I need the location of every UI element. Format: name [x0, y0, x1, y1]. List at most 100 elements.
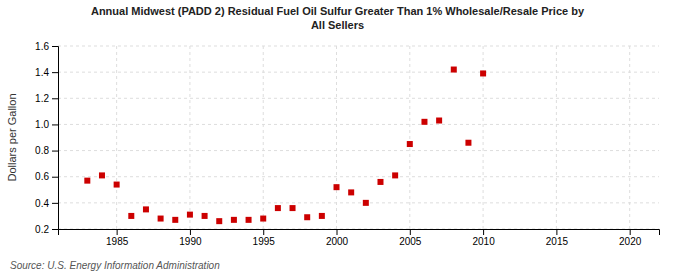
x-grid-line: [263, 46, 264, 229]
point: [421, 119, 427, 125]
x-axis-tick-label: 2005: [399, 236, 422, 247]
plot-area: 198519901995200020052010201520200.20.40.…: [35, 41, 659, 247]
point: [465, 140, 471, 146]
point: [392, 172, 398, 178]
point: [407, 141, 413, 147]
x-axis-tick-mark: [190, 229, 191, 235]
y-axis-tick-label: 0.4: [35, 198, 49, 209]
x-axis-tick-mark: [263, 229, 264, 235]
y-axis-tick-mark: [52, 72, 58, 73]
x-axis-tick-mark: [337, 229, 338, 235]
y-axis: 0.2 0.4 0.6 0.8 1.0 1.2 1.4 1.6: [35, 41, 58, 235]
y-axis-tick-mark: [52, 203, 58, 204]
y-axis-tick-label: 1.2: [35, 93, 49, 104]
x-grid-line: [629, 46, 630, 229]
x-grid-line: [409, 46, 410, 229]
y-grid-line: [58, 124, 659, 125]
point: [377, 179, 383, 185]
point: [451, 67, 457, 73]
x-axis-tick: 2020: [619, 229, 642, 247]
point: [260, 216, 266, 222]
point: [128, 213, 134, 219]
grid: [58, 46, 659, 229]
y-axis-tick-label: 0.8: [35, 145, 49, 156]
x-axis-tick-label: 2010: [472, 236, 495, 247]
chart: 198519901995200020052010201520200.20.40.…: [0, 0, 675, 275]
point: [290, 205, 296, 211]
x-axis-tick-label: 1985: [106, 236, 129, 247]
y-axis-tick: 0.2: [35, 224, 58, 235]
y-axis-tick: 1.0: [35, 119, 58, 130]
point: [143, 206, 149, 212]
x-axis-tick-mark: [117, 229, 118, 235]
y-axis-tick: 0.8: [35, 145, 58, 156]
y-axis-tick-mark: [52, 46, 58, 47]
y-axis-tick-mark: [52, 98, 58, 99]
x-axis-tick: 1985: [106, 229, 129, 247]
x-axis-line: [59, 230, 660, 236]
x-grid-line: [189, 46, 190, 229]
x-axis-tick: 2010: [472, 229, 495, 247]
x-grid-line: [556, 46, 557, 229]
point: [187, 212, 193, 218]
y-axis-tick: 1.4: [35, 67, 58, 78]
y-axis-tick: 1.6: [35, 41, 58, 52]
y-axis-tick-mark: [52, 177, 58, 178]
point: [275, 205, 281, 211]
point: [202, 213, 208, 219]
y-axis-tick-label: 1.6: [35, 41, 49, 52]
y-grid-line: [58, 72, 659, 73]
point: [216, 218, 222, 224]
y-grid-line: [58, 46, 659, 47]
y-axis-tick: 1.2: [35, 93, 58, 104]
y-axis-tick-label: 1.0: [35, 119, 49, 130]
point: [304, 214, 310, 220]
y-axis-tick-label: 0.2: [35, 224, 49, 235]
y-axis-tick-label: 0.6: [35, 171, 49, 182]
x-axis-tick: 2005: [399, 229, 422, 247]
point: [84, 178, 90, 184]
x-grid-line: [116, 46, 117, 229]
y-axis-tick-mark: [52, 229, 58, 230]
point: [319, 213, 325, 219]
point: [334, 184, 340, 190]
x-axis-tick: 2015: [546, 229, 569, 247]
x-axis-tick-label: 1990: [179, 236, 202, 247]
y-axis-title: Dollars per Gallon: [6, 93, 18, 181]
point: [231, 217, 237, 223]
x-axis-tick-mark: [483, 229, 484, 235]
x-grid-line: [336, 46, 337, 229]
x-axis-tick-label: 2000: [326, 236, 349, 247]
x-axis-tick: 1990: [179, 229, 202, 247]
y-grid-line: [58, 150, 659, 151]
point: [158, 216, 164, 222]
point: [363, 200, 369, 206]
x-axis: 1985 1990 1995 2000 2005 2010 2015 2020: [59, 229, 660, 247]
y-axis-tick: 0.6: [35, 171, 58, 182]
point: [348, 189, 354, 195]
y-axis-tick-label: 1.4: [35, 67, 49, 78]
point: [436, 118, 442, 124]
x-axis-tick: 2000: [326, 229, 349, 247]
y-axis-tick-mark: [52, 151, 58, 152]
x-axis-tick-label: 1995: [253, 236, 276, 247]
y-axis-tick: 0.4: [35, 198, 58, 209]
point: [480, 70, 486, 76]
y-axis-tick-mark: [52, 124, 58, 125]
point: [246, 217, 252, 223]
y-axis-line: [52, 47, 59, 230]
point: [114, 182, 120, 188]
x-axis-tick-mark: [630, 229, 631, 235]
x-axis-tick-label: 2020: [619, 236, 642, 247]
x-axis-tick-mark: [410, 229, 411, 235]
y-grid-line: [58, 98, 659, 99]
x-axis-tick-label: 2015: [546, 236, 569, 247]
marks: [84, 67, 486, 225]
point: [99, 172, 105, 178]
x-axis-tick-mark: [556, 229, 557, 235]
y-grid-line: [58, 176, 659, 177]
source-note: Source: U.S. Energy Information Administ…: [10, 260, 220, 271]
y-grid-line: [58, 202, 659, 203]
x-axis-tick: 1995: [253, 229, 276, 247]
point: [172, 217, 178, 223]
